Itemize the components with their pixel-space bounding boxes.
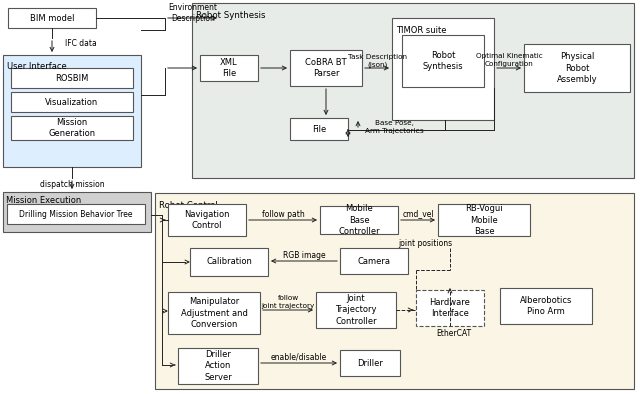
Bar <box>192 3 634 178</box>
Text: joint positions: joint positions <box>398 238 452 247</box>
Text: Robot Control: Robot Control <box>159 201 218 210</box>
Text: XML
File: XML File <box>220 58 238 78</box>
Text: BIM model: BIM model <box>29 13 74 22</box>
Text: Hardware
Interface: Hardware Interface <box>429 298 470 318</box>
Bar <box>290 50 362 86</box>
Text: Robot Synthesis: Robot Synthesis <box>196 11 266 20</box>
Text: IFC data: IFC data <box>65 39 97 48</box>
Bar <box>402 35 484 87</box>
Text: Manipulator
Adjustment and
Conversion: Manipulator Adjustment and Conversion <box>180 297 248 329</box>
Bar <box>168 292 260 334</box>
Bar <box>392 18 494 120</box>
Bar <box>3 192 151 232</box>
Text: dispatch mission: dispatch mission <box>40 180 104 188</box>
Bar <box>178 348 258 384</box>
Text: Camera: Camera <box>358 256 390 266</box>
Text: CoBRA BT
Parser: CoBRA BT Parser <box>305 58 347 78</box>
Bar <box>200 55 258 81</box>
Text: Navigation
Control: Navigation Control <box>184 210 230 230</box>
Bar <box>500 288 592 324</box>
Text: Joint
Trajectory
Controller: Joint Trajectory Controller <box>335 294 377 325</box>
Text: Driller
Action
Server: Driller Action Server <box>204 350 232 382</box>
Text: RB-Vogui
Mobile
Base: RB-Vogui Mobile Base <box>465 204 503 236</box>
Text: follow path: follow path <box>262 210 305 219</box>
Text: Base Pose,
Arm Trajectories: Base Pose, Arm Trajectories <box>365 120 424 134</box>
Text: Physical
Robot
Assembly: Physical Robot Assembly <box>557 52 597 84</box>
Bar <box>190 248 268 276</box>
Text: Mobile
Base
Controller: Mobile Base Controller <box>338 204 380 236</box>
Text: Task Description
(json): Task Description (json) <box>348 54 406 68</box>
Bar <box>11 116 133 140</box>
Text: Environment
Description: Environment Description <box>168 3 218 23</box>
Bar <box>7 204 145 224</box>
Bar <box>416 290 484 326</box>
Text: User Interface: User Interface <box>7 62 67 71</box>
Text: Calibration: Calibration <box>206 258 252 266</box>
Bar <box>524 44 630 92</box>
Bar <box>168 204 246 236</box>
Text: Optimal Kinematic
Configuration: Optimal Kinematic Configuration <box>476 53 542 67</box>
Text: follow
joint trajectory: follow joint trajectory <box>261 295 315 309</box>
Bar <box>3 55 141 167</box>
Bar <box>438 204 530 236</box>
Text: File: File <box>312 125 326 134</box>
Bar <box>155 193 634 389</box>
Bar <box>320 206 398 234</box>
Bar <box>340 350 400 376</box>
Text: Mission
Generation: Mission Generation <box>49 118 95 138</box>
Text: Mission Execution: Mission Execution <box>6 196 81 205</box>
Bar <box>340 248 408 274</box>
Text: EtherCAT: EtherCAT <box>436 329 472 338</box>
Text: cmd_vel: cmd_vel <box>402 210 434 219</box>
Text: ROSBIM: ROSBIM <box>55 74 89 82</box>
Text: RGB image: RGB image <box>283 251 325 260</box>
Text: Robot
Synthesis: Robot Synthesis <box>422 51 463 71</box>
Bar <box>11 92 133 112</box>
Text: Driller: Driller <box>357 359 383 368</box>
Text: enable/disable: enable/disable <box>271 353 327 362</box>
Bar <box>8 8 96 28</box>
Text: TIMOR suite: TIMOR suite <box>396 26 447 35</box>
Bar <box>290 118 348 140</box>
Text: Drilling Mission Behavior Tree: Drilling Mission Behavior Tree <box>19 210 132 219</box>
Text: Alberobotics
Pino Arm: Alberobotics Pino Arm <box>520 296 572 316</box>
Text: Visualization: Visualization <box>45 97 99 106</box>
Bar <box>316 292 396 328</box>
Bar <box>11 68 133 88</box>
